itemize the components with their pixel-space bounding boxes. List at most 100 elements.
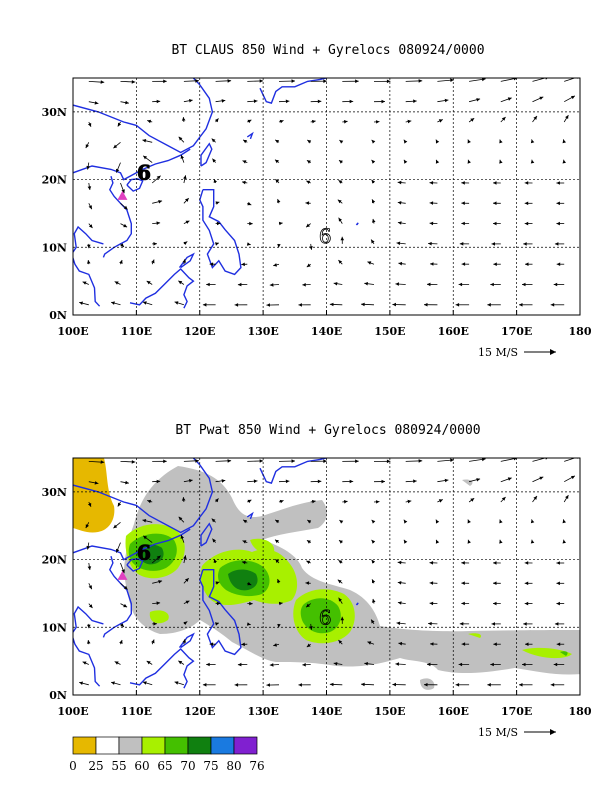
wind-vector xyxy=(306,560,311,564)
wind-vector xyxy=(403,539,408,544)
wind-vector xyxy=(142,301,153,306)
wind-vector xyxy=(278,99,290,104)
wind-vector xyxy=(562,139,566,144)
wind-vector xyxy=(266,303,280,307)
wind-vector xyxy=(151,259,155,265)
y-tick-label: 10N xyxy=(42,621,67,634)
colorbar-label: 25 xyxy=(88,759,103,773)
wind-vector xyxy=(87,501,92,507)
wind-vector xyxy=(459,622,470,626)
wind-vector xyxy=(469,98,481,103)
wind-vector xyxy=(437,78,454,82)
wind-vector xyxy=(492,221,501,226)
wind-vector xyxy=(183,479,193,483)
wind-vector xyxy=(467,139,471,144)
wind-vector xyxy=(247,221,253,226)
wind-vector xyxy=(338,597,343,604)
wind-vector xyxy=(467,159,471,164)
wind-vector xyxy=(395,282,406,286)
wind-vector xyxy=(550,683,565,687)
wind-vector xyxy=(562,519,566,524)
wind-vector xyxy=(333,282,343,286)
wind-vector xyxy=(277,243,281,248)
wind-vector xyxy=(556,561,565,565)
wind-vector xyxy=(395,662,406,666)
wind-vector xyxy=(563,114,569,123)
colorbar-swatch xyxy=(187,736,212,755)
gyre-symbol: 6 xyxy=(137,540,151,564)
coastline-segment xyxy=(178,632,195,649)
wind-vector xyxy=(310,119,316,124)
wind-vector xyxy=(215,459,232,463)
wind-vector xyxy=(469,478,481,483)
wind-vector xyxy=(152,99,161,104)
wind-vector xyxy=(87,623,91,629)
wind-vector xyxy=(237,282,248,287)
wind-vector xyxy=(120,202,128,210)
wind-vector xyxy=(183,99,193,103)
wind-vector xyxy=(553,282,565,287)
wind-vector xyxy=(461,262,470,266)
x-tick-label: 100E xyxy=(57,705,88,718)
coastline-segment xyxy=(73,225,104,307)
wind-vector xyxy=(405,459,423,463)
colorbar-label: 65 xyxy=(157,759,172,773)
wind-vector xyxy=(110,681,121,686)
wind-vector xyxy=(234,683,248,687)
wind-vector xyxy=(178,516,185,523)
wind-vector xyxy=(174,301,185,306)
wind-vector xyxy=(183,175,187,184)
wind-vector xyxy=(114,661,121,665)
y-tick-label: 30N xyxy=(42,106,67,119)
wind-vector xyxy=(310,99,322,104)
wind-vector xyxy=(342,479,354,484)
coastline-segment xyxy=(246,131,254,140)
wind-vector xyxy=(373,120,380,124)
wind-vector xyxy=(493,642,501,646)
wind-vector xyxy=(202,303,216,307)
wind-vector xyxy=(429,181,438,185)
wind-vector xyxy=(397,221,406,225)
wind-vector xyxy=(88,603,93,609)
coastline-segment xyxy=(199,188,242,276)
wind-vector xyxy=(183,577,189,584)
wind-vector xyxy=(234,303,248,307)
wind-vector xyxy=(373,99,386,104)
wind-vector xyxy=(242,519,248,524)
wind-vector xyxy=(278,499,284,504)
wind-vector xyxy=(556,201,565,206)
gyre-symbol: 6 xyxy=(319,224,332,248)
wind-vector xyxy=(274,519,280,524)
wind-vector xyxy=(215,79,232,83)
wind-vector xyxy=(492,581,501,585)
y-tick-label: 10N xyxy=(42,241,67,254)
wind-vector xyxy=(209,262,216,266)
colorbar-label: 60 xyxy=(134,759,149,773)
wind-vector xyxy=(242,139,248,144)
wind-vector xyxy=(310,479,322,484)
wind-vector xyxy=(242,160,248,164)
wind-vector xyxy=(342,99,354,104)
wind-vector xyxy=(428,621,438,626)
wind-vector xyxy=(120,623,125,628)
wind-vector xyxy=(426,282,438,287)
wind-vector xyxy=(182,638,186,645)
wind-vector xyxy=(371,179,376,184)
wind-vector xyxy=(437,119,443,123)
wind-vector xyxy=(142,139,153,143)
wind-vector xyxy=(306,159,311,164)
wind-vector xyxy=(110,301,121,306)
wind-vector xyxy=(397,180,406,185)
wind-vector xyxy=(492,601,501,606)
wind-vector xyxy=(183,241,188,245)
wind-vector xyxy=(487,683,501,687)
colorbar-swatch xyxy=(141,736,166,755)
wind-vector xyxy=(310,79,327,83)
wind-vector xyxy=(88,203,93,210)
wind-vector xyxy=(120,603,128,608)
wind-vector xyxy=(429,221,438,226)
wind-vector xyxy=(461,201,470,205)
coastline-segment xyxy=(178,252,195,269)
wind-vector xyxy=(82,661,89,665)
wind-vector xyxy=(152,79,167,84)
